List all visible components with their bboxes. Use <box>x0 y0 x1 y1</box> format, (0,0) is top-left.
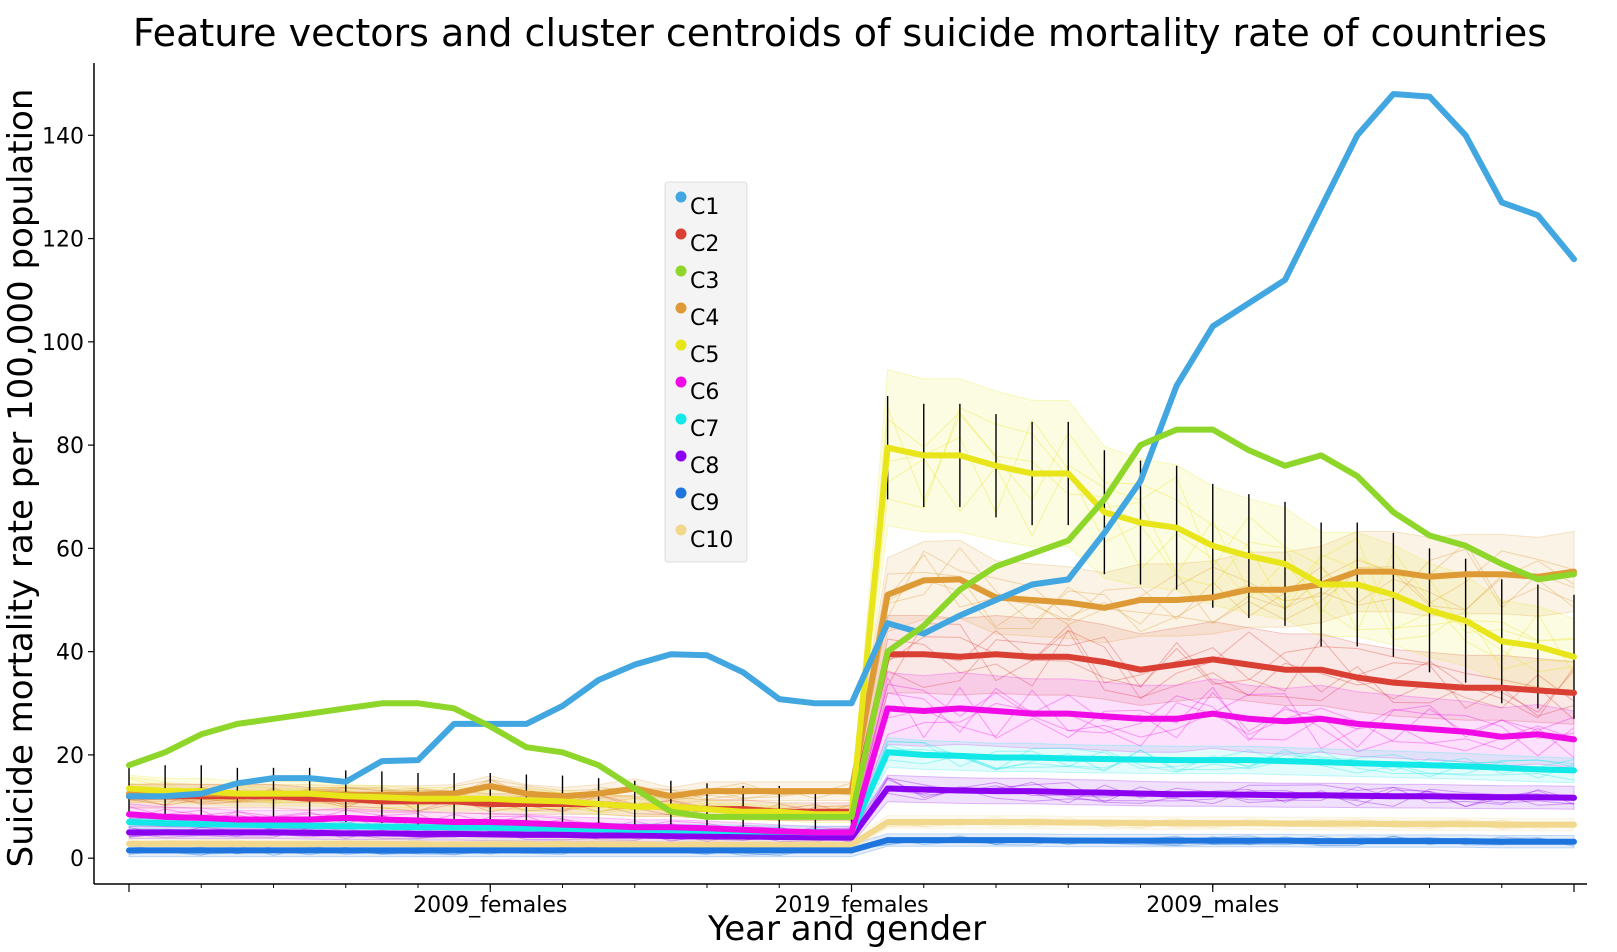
legend-label-c6: C6 <box>690 380 719 405</box>
centroid-line-layer <box>126 91 1577 854</box>
legend-marker-c2 <box>675 228 687 240</box>
legend-label-c5: C5 <box>690 343 719 368</box>
y-tick-label: 20 <box>56 744 84 769</box>
y-tick-label: 60 <box>56 537 84 562</box>
x-tick-label: 2019_females <box>774 893 928 918</box>
legend-marker-c9 <box>675 487 687 499</box>
chart-title: Feature vectors and cluster centroids of… <box>133 11 1547 55</box>
centroid-line-c1 <box>126 91 1577 800</box>
y-tick-label: 40 <box>56 641 84 666</box>
legend-marker-c6 <box>675 376 687 388</box>
centroid-line-c3 <box>126 426 1577 820</box>
x-tick-label: 2009_females <box>413 893 567 918</box>
legend-marker-c10 <box>675 524 687 536</box>
legend-label-c10: C10 <box>690 528 733 553</box>
legend-marker-c4 <box>675 302 687 314</box>
centroid-line-c8 <box>126 785 1577 841</box>
y-tick-label: 80 <box>56 434 84 459</box>
y-axis-label: Suicide mortality rate per 100,000 popul… <box>1 89 41 868</box>
centroid-line-c10 <box>126 819 1577 848</box>
y-tick-label: 120 <box>42 228 84 253</box>
centroid-line-c9 <box>126 837 1577 854</box>
legend-marker-c8 <box>675 450 687 462</box>
legend-box <box>664 181 748 563</box>
legend-marker-c3 <box>675 265 687 277</box>
legend-label-c2: C2 <box>690 232 719 257</box>
legend-label-c7: C7 <box>690 417 719 442</box>
y-tick-label: 140 <box>42 124 84 149</box>
legend-label-c3: C3 <box>690 269 719 294</box>
legend-label-c1: C1 <box>690 195 719 220</box>
legend-label-c4: C4 <box>690 306 719 331</box>
legend: C1 C2 C3 C4 C5 C6 C7 C8 C9 C10 <box>664 181 748 563</box>
axes: 0 20 40 60 80 100 120 140 2009_females 2019_femal… <box>42 63 1587 918</box>
legend-marker-c1 <box>675 191 687 203</box>
y-tick-label: 0 <box>70 847 84 872</box>
x-tick-label: 2009_males <box>1146 893 1279 918</box>
spread-band-c2 <box>128 614 1575 821</box>
legend-label-c9: C9 <box>690 491 719 516</box>
centroid-line-c6 <box>126 705 1577 836</box>
legend-marker-c5 <box>675 339 687 351</box>
y-tick-label: 100 <box>42 331 84 356</box>
legend-marker-c7 <box>675 413 687 425</box>
x-axis-label: Year and gender <box>707 909 986 949</box>
legend-label-c8: C8 <box>690 454 719 479</box>
